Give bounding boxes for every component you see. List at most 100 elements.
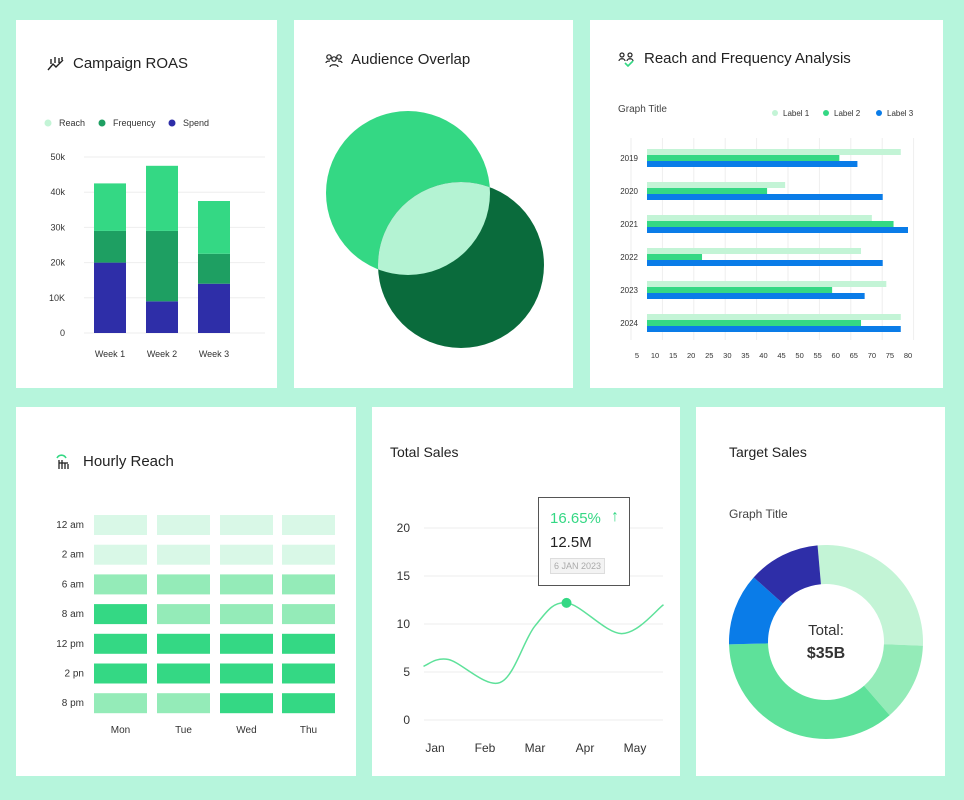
- bar-segment-spend: [94, 262, 126, 333]
- y-tick-label: 50k: [50, 152, 65, 162]
- x-tick-label: 50: [795, 351, 803, 360]
- row-label: 2 pn: [65, 669, 84, 680]
- touch-hand-icon: [56, 454, 69, 469]
- legend-label: Frequency: [113, 118, 156, 128]
- y-tick-label: 2022: [620, 253, 638, 262]
- heatmap-cell: [157, 693, 210, 714]
- x-tick-label: 25: [705, 351, 713, 360]
- heatmap-cell: [282, 604, 335, 625]
- heatmap-cell: [220, 515, 273, 535]
- column-label: Mon: [111, 725, 130, 736]
- x-tick-label: 30: [723, 351, 731, 360]
- heatmap-cell: [220, 633, 273, 654]
- total-sales-card: [372, 407, 680, 776]
- bar-label-1: [647, 248, 862, 254]
- sales-line: [423, 602, 664, 685]
- y-tick-label: 40k: [50, 187, 65, 197]
- y-tick-label: 2021: [620, 220, 638, 229]
- chart-growth-icon: [47, 56, 64, 70]
- x-tick-label: Week 1: [95, 349, 125, 359]
- campaign-roas-title: Campaign ROAS: [47, 55, 188, 72]
- bar-label-3: [647, 194, 883, 200]
- hourly-reach-title: Hourly Reach: [55, 452, 174, 470]
- y-tick-label: 0: [60, 328, 65, 338]
- heatmap-cell: [282, 693, 335, 714]
- donut-slice: [817, 545, 923, 646]
- heatmap-cell: [282, 663, 335, 684]
- y-tick-label: 0: [403, 713, 410, 727]
- row-label: 8 am: [62, 609, 84, 620]
- tooltip-date: 6 JAN 2023: [550, 558, 606, 574]
- x-tick-label: Mar: [525, 741, 546, 755]
- y-tick-label: 2024: [620, 319, 638, 328]
- heatmap-cell: [94, 604, 147, 625]
- legend-dot: [772, 110, 778, 116]
- heatmap-cell: [157, 604, 210, 625]
- heatmap-cell: [157, 574, 210, 595]
- heatmap-cell: [94, 663, 147, 684]
- audience-overlap-title-text: Audience Overlap: [351, 51, 471, 68]
- total-sales-title: Total Sales: [390, 444, 459, 460]
- heatmap-cell: [94, 633, 147, 654]
- highlight-point: [561, 597, 572, 608]
- y-tick-label: 10: [397, 617, 411, 631]
- heatmap-cell: [282, 544, 335, 565]
- donut-total-value: $35B: [806, 645, 846, 662]
- x-tick-label: Jan: [425, 741, 444, 755]
- legend-label: Spend: [183, 118, 209, 128]
- y-tick-label: 2019: [620, 154, 638, 163]
- heatmap-cell: [220, 604, 273, 625]
- heatmap-cell: [220, 544, 273, 565]
- bar-segment-reach: [146, 165, 178, 231]
- bar-label-2: [647, 155, 840, 161]
- x-tick-label: 80: [904, 351, 912, 360]
- row-label: 12 pm: [56, 639, 84, 650]
- bar-label-2: [647, 254, 703, 260]
- bar-segment-frequency: [94, 230, 126, 263]
- donut-slice: [864, 644, 923, 716]
- bar-label-1: [647, 281, 887, 287]
- bar-segment-spend: [146, 301, 178, 333]
- bar-label-2: [647, 188, 768, 194]
- heatmap-cell: [220, 663, 273, 684]
- x-tick-label: 75: [886, 351, 894, 360]
- column-label: Wed: [236, 725, 256, 736]
- heatmap-cell: [94, 515, 147, 535]
- bar-label-1: [647, 149, 901, 155]
- audience-overlap-title: Audience Overlap: [325, 51, 470, 68]
- x-tick-label: 45: [777, 351, 785, 360]
- bar-label-2: [647, 287, 833, 293]
- heatmap-cell: [157, 663, 210, 684]
- donut-slice: [728, 577, 783, 645]
- x-tick-label: 35: [741, 351, 749, 360]
- legend-dot: [98, 119, 106, 127]
- x-tick-label: 5: [635, 351, 639, 360]
- bar-label-3: [647, 161, 858, 167]
- heatmap-cell: [157, 633, 210, 654]
- bar-label-3: [647, 326, 901, 332]
- y-tick-label: 15: [397, 569, 411, 583]
- donut-slice: [753, 545, 821, 604]
- column-label: Thu: [300, 725, 317, 736]
- x-tick-label: 65: [850, 351, 858, 360]
- heatmap-cell: [220, 693, 273, 714]
- heatmap-cell: [157, 515, 210, 535]
- legend-label: Label 2: [834, 109, 861, 118]
- reach-frequency-title: Reach and Frequency Analysis: [618, 50, 851, 67]
- heatmap-cell: [282, 574, 335, 595]
- bar-label-1: [647, 182, 786, 188]
- x-tick-label: Apr: [576, 741, 595, 755]
- bar-label-1: [647, 314, 901, 320]
- x-tick-label: Week 2: [147, 349, 177, 359]
- y-tick-label: 5: [403, 665, 410, 679]
- x-tick-label: 60: [832, 351, 840, 360]
- donut-total-label: Total:: [808, 622, 844, 639]
- y-tick-label: 20k: [50, 258, 65, 268]
- legend-label: Label 1: [783, 109, 810, 118]
- x-tick-label: 15: [669, 351, 677, 360]
- row-label: 12 am: [56, 520, 84, 531]
- heatmap-cell: [94, 693, 147, 714]
- users-group-icon: [325, 53, 343, 67]
- column-label: Tue: [175, 725, 192, 736]
